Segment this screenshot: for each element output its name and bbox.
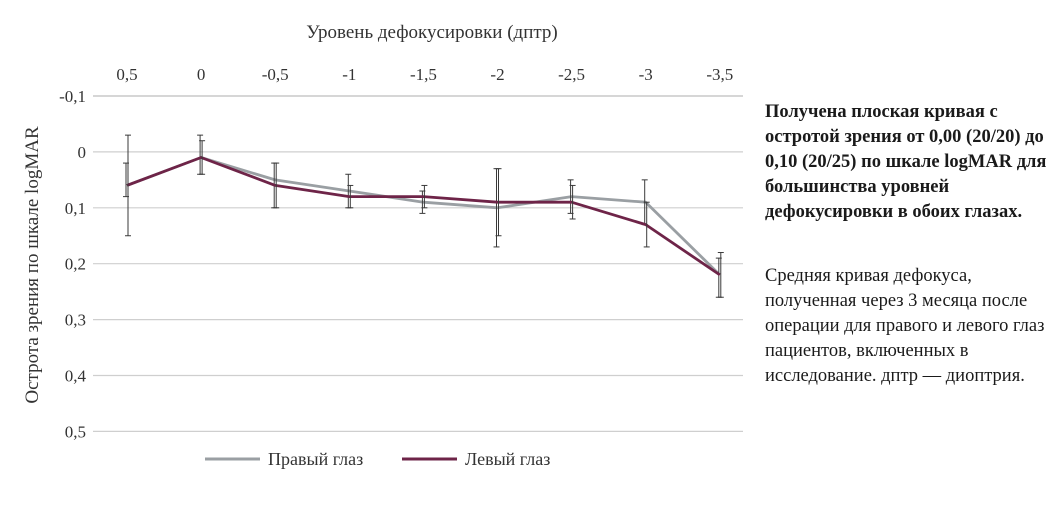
- y-tick-label: 0,3: [65, 311, 86, 330]
- error-bar: [421, 184, 428, 209]
- series-1: [123, 134, 722, 298]
- series-layer: [123, 134, 724, 298]
- y-tick-label: 0,5: [65, 422, 86, 441]
- x-axis-title: Уровень дефокусировки (дптр): [306, 22, 558, 43]
- error-bar: [347, 184, 354, 209]
- summary-statement: Получена плоская кривая с остротой зрени…: [765, 102, 1047, 222]
- y-tick-label: 0,2: [65, 255, 86, 274]
- error-bar: [569, 184, 576, 220]
- figure-caption: Средняя кривая дефокуса, полученная чере…: [765, 266, 1045, 386]
- x-tick-label: 0: [197, 65, 206, 84]
- legend-item: Левый глаз: [402, 449, 550, 469]
- error-bar: [125, 134, 131, 237]
- series-line: [126, 156, 721, 276]
- tick-labels: -0,1 0 0,1 0,2 0,3 0,4 0,5 0,5 0 -0,5 -1 -1,5 -2 -2,5…: [59, 65, 733, 441]
- defocus-chart: Уровень дефокусировки (дптр) Острота зре…: [22, 22, 743, 469]
- legend-label: Правый глаз: [268, 449, 363, 469]
- x-tick-label: -1,5: [410, 65, 437, 84]
- legend: Правый глаз Левый глаз: [205, 449, 550, 469]
- gridlines: [93, 95, 743, 432]
- x-tick-label: -0,5: [262, 65, 289, 84]
- error-bar: [717, 252, 724, 298]
- x-tick-label: 0,5: [116, 65, 137, 84]
- error-bar: [273, 162, 280, 209]
- x-tick-label: -3,5: [706, 65, 733, 84]
- error-bar: [643, 201, 650, 248]
- legend-item: Правый глаз: [205, 449, 363, 469]
- y-tick-label: -0,1: [59, 87, 86, 106]
- error-bar: [199, 140, 206, 175]
- x-tick-label: -2,5: [558, 65, 585, 84]
- y-tick-label: 0,4: [65, 367, 87, 386]
- y-tick-label: 0: [78, 143, 87, 162]
- error-bar: [495, 168, 502, 237]
- x-tick-label: -1: [342, 65, 356, 84]
- legend-label: Левый глаз: [465, 449, 550, 469]
- y-tick-label: 0,1: [65, 199, 86, 218]
- x-tick-label: -2: [490, 65, 504, 84]
- series-line: [126, 156, 721, 277]
- x-tick-label: -3: [639, 65, 653, 84]
- y-axis-title: Острота зрения по шкале logMAR: [22, 126, 43, 404]
- series-2: [125, 134, 724, 298]
